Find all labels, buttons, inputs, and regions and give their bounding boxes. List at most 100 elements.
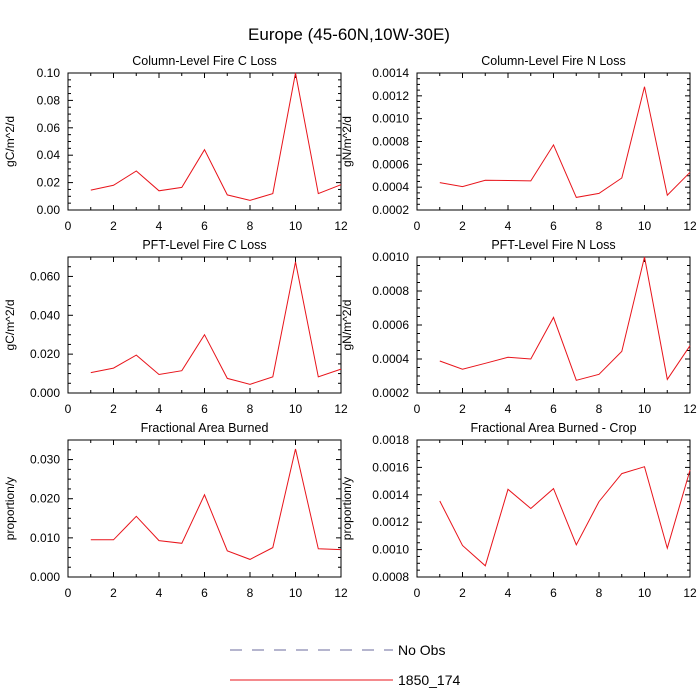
y-tick-label: 0.0014 [372,66,409,80]
y-axis-label: gC/m^2/d [3,116,17,167]
series-line-1850_174 [439,466,691,567]
y-tick-label: 0.000 [30,570,60,584]
x-tick-label: 2 [110,586,117,600]
x-tick-label: 12 [683,219,697,233]
x-tick-label: 6 [550,402,557,416]
panel-title: PFT-Level Fire N Loss [491,238,615,252]
x-tick-label: 10 [289,586,303,600]
x-tick-label: 2 [110,402,117,416]
y-tick-label: 0.020 [30,492,60,506]
y-tick-label: 0.02 [37,176,61,190]
panel-1: Column-Level Fire C Loss 0 2 4 6 8 10 12 0.00 0.0… [3,54,348,233]
panel-title: Column-Level Fire C Loss [132,54,277,68]
plot-frame [67,256,342,394]
legend: No Obs 1850_174 [230,642,461,688]
x-tick-label: 4 [505,586,512,600]
series-line-1850_174 [439,256,691,381]
y-tick-label: 0.060 [30,269,60,283]
y-tick-label: 0.0006 [372,318,409,332]
x-tick-label: 8 [596,402,603,416]
y-axis-label: gC/m^2/d [3,300,17,351]
y-tick-label: 0.08 [37,93,61,107]
panel-5: Fractional Area Burned 0 2 4 6 8 10 12 0.000 0.01… [3,421,348,600]
panels: Column-Level Fire C Loss 0 2 4 6 8 10 12 0.00 0.0… [3,54,697,600]
panel-6: Fractional Area Burned - Crop 0 2 4 6 8 10 12 0.… [340,421,697,600]
x-tick-label: 6 [201,219,208,233]
x-tick-label: 0 [414,402,421,416]
x-tick-label: 8 [247,402,254,416]
x-tick-label: 10 [289,219,303,233]
panel-title: PFT-Level Fire C Loss [142,238,266,252]
y-tick-label: 0.0008 [372,284,409,298]
plot-frame [416,439,691,578]
y-tick-label: 0.0008 [372,570,409,584]
legend-label: No Obs [398,642,445,658]
y-tick-label: 0.0002 [372,203,409,217]
y-tick-label: 0.0010 [372,543,409,557]
x-tick-label: 6 [201,586,208,600]
x-tick-label: 0 [65,586,72,600]
x-tick-label: 8 [247,586,254,600]
panel-4: PFT-Level Fire N Loss 0 2 4 6 8 10 12 0.0002 0.00… [340,238,697,416]
y-tick-label: 0.0012 [372,515,409,529]
y-tick-label: 0.0002 [372,386,409,400]
x-tick-label: 2 [459,219,466,233]
y-tick-label: 0.040 [30,308,60,322]
x-tick-label: 12 [683,586,697,600]
y-axis-label: gN/m^2/d [340,116,354,167]
plot-frame [67,72,342,211]
x-tick-label: 12 [683,402,697,416]
y-tick-label: 0.030 [30,453,60,467]
x-tick-label: 12 [334,219,348,233]
x-tick-label: 4 [156,219,163,233]
panel-title: Fractional Area Burned - Crop [470,421,636,435]
figure-title: Europe (45-60N,10W-30E) [248,25,450,44]
y-tick-label: 0.0006 [372,157,409,171]
y-tick-label: 0.0012 [372,89,409,103]
y-tick-label: 0.0010 [372,250,409,264]
x-tick-label: 2 [459,402,466,416]
x-tick-label: 0 [65,402,72,416]
x-tick-label: 4 [505,219,512,233]
y-tick-label: 0.0004 [372,180,409,194]
panel-3: PFT-Level Fire C Loss 0 2 4 6 8 10 12 0.000 0.020… [3,238,348,416]
y-tick-label: 0.0008 [372,135,409,149]
x-tick-label: 4 [156,402,163,416]
x-tick-label: 0 [414,586,421,600]
y-tick-label: 0.0018 [372,433,409,447]
x-tick-label: 6 [201,402,208,416]
y-tick-label: 0.06 [37,121,61,135]
series-line-1850_174 [90,261,342,385]
y-tick-label: 0.04 [37,148,61,162]
x-tick-label: 10 [638,219,652,233]
x-tick-label: 0 [65,219,72,233]
legend-label: 1850_174 [398,672,461,688]
x-tick-label: 0 [414,219,421,233]
y-tick-label: 0.020 [30,347,60,361]
y-tick-label: 0.000 [30,386,60,400]
series-line-1850_174 [90,72,342,201]
plot-frame [416,72,691,211]
x-tick-label: 4 [156,586,163,600]
y-tick-label: 0.00 [37,203,61,217]
y-axis-label: gN/m^2/d [340,300,354,351]
x-tick-label: 10 [638,586,652,600]
x-tick-label: 8 [596,586,603,600]
x-tick-label: 10 [289,402,303,416]
x-tick-label: 8 [596,219,603,233]
x-tick-label: 12 [334,586,348,600]
x-tick-label: 6 [550,586,557,600]
panel-title: Column-Level Fire N Loss [481,54,626,68]
y-tick-label: 0.0010 [372,112,409,126]
x-tick-label: 4 [505,402,512,416]
x-tick-label: 8 [247,219,254,233]
y-tick-label: 0.010 [30,531,60,545]
series-line-1850_174 [439,86,691,198]
x-tick-label: 10 [638,402,652,416]
panel-2: Column-Level Fire N Loss 0 2 4 6 8 10 12 0.0002 0… [340,54,697,233]
y-tick-label: 0.0004 [372,352,409,366]
plot-frame [67,439,342,578]
x-tick-label: 2 [110,219,117,233]
y-axis-label: proportion/y [3,477,17,540]
